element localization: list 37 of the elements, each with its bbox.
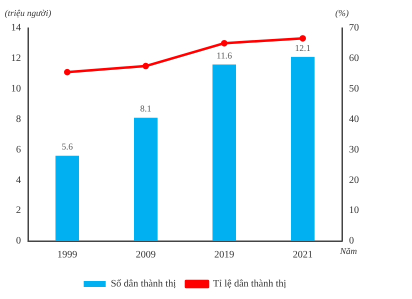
point	[64, 68, 70, 76]
point	[300, 35, 306, 42]
x-tick-label: 1999	[57, 250, 78, 261]
bar	[134, 118, 158, 241]
data-label: 5.6	[62, 142, 74, 152]
y2-tick-label: 10	[349, 205, 359, 216]
legend-label: Số dân thành thị	[110, 278, 176, 290]
y2-tick-label: 30	[349, 144, 359, 156]
y2-tick-label: 70	[349, 22, 359, 34]
y2-tick-label: 60	[349, 53, 359, 64]
x-tick-label: 2019	[214, 250, 234, 261]
bar	[212, 64, 236, 241]
point	[142, 62, 149, 70]
legend-label: Tỉ lệ dân thành thị	[212, 278, 287, 290]
y-tick-label: 4	[16, 174, 21, 186]
y-tick-label: 14	[11, 22, 21, 34]
y-tick-label: 10	[11, 83, 21, 94]
data-label: 12.1	[294, 42, 311, 53]
y-axis-title: (triệu người)	[4, 8, 52, 18]
data-label: 11.6	[216, 50, 232, 60]
y2-tick-label: 50	[349, 83, 359, 94]
point	[221, 40, 228, 46]
bar	[55, 156, 80, 241]
x-tick-label: 2021	[292, 250, 313, 261]
y2-tick-label: 0	[349, 236, 354, 247]
y2-tick-label: 40	[349, 114, 359, 125]
y-tick-label: 8	[16, 114, 21, 125]
y-tick-label: 6	[16, 144, 21, 156]
x-axis-title: Năm	[339, 246, 358, 256]
data-label: 8.1	[140, 104, 152, 114]
y2-axis-title: (%)	[335, 8, 349, 18]
y-tick-label: 2	[16, 205, 21, 216]
x-tick-label: 2009	[136, 250, 156, 261]
y2-tick-label: 20	[349, 174, 359, 186]
bar	[290, 56, 315, 241]
y-tick-label: 12	[11, 53, 21, 64]
y-tick-label: 0	[16, 236, 21, 247]
